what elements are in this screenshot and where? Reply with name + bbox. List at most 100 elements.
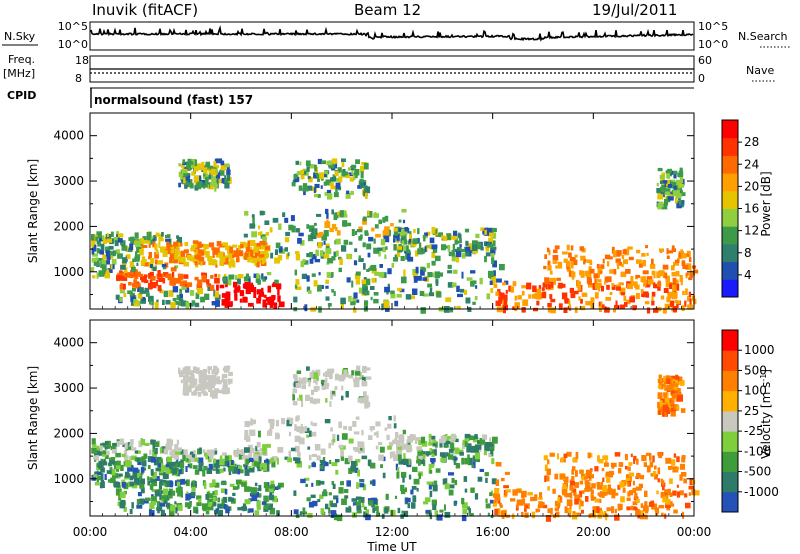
- range-gate-cell: [624, 465, 628, 470]
- range-gate-cell: [293, 509, 299, 515]
- range-gate-cell: [140, 260, 145, 266]
- range-gate-cell: [188, 384, 193, 390]
- range-gate-cell: [398, 219, 402, 223]
- range-gate-cell: [492, 260, 497, 268]
- range-gate-cell: [249, 452, 252, 458]
- range-gate-cell: [548, 250, 551, 256]
- range-gate-cell: [396, 449, 403, 453]
- range-gate-cell: [508, 285, 512, 292]
- range-gate-cell: [120, 240, 124, 245]
- range-gate-cell: [469, 458, 472, 462]
- range-gate-cell: [206, 468, 213, 474]
- range-gate-cell: [296, 426, 301, 433]
- range-gate-cell: [307, 446, 311, 450]
- range-gate-cell: [277, 288, 280, 296]
- range-gate-cell: [253, 291, 257, 298]
- range-gate-cell: [298, 232, 304, 237]
- range-gate-cell: [417, 248, 424, 255]
- range-gate-cell: [185, 288, 190, 293]
- range-gate-cell: [641, 455, 647, 462]
- range-gate-cell: [393, 238, 396, 243]
- range-gate-cell: [239, 298, 243, 303]
- range-gate-cell: [389, 452, 393, 459]
- range-gate-cell: [587, 283, 593, 288]
- range-gate-cell: [354, 371, 361, 376]
- range-gate-cell: [157, 285, 162, 292]
- range-gate-cell: [274, 249, 278, 255]
- range-gate-cell: [200, 296, 205, 302]
- range-gate-cell: [90, 267, 95, 272]
- range-gate-cell: [140, 478, 145, 485]
- range-gate-cell: [517, 488, 521, 493]
- range-gate-cell: [310, 421, 313, 426]
- range-gate-cell: [666, 506, 671, 511]
- range-gate-cell: [675, 271, 680, 277]
- range-gate-cell: [93, 455, 98, 460]
- range-gate-cell: [432, 247, 438, 253]
- range-gate-cell: [662, 264, 669, 270]
- range-gate-cell: [152, 480, 157, 487]
- range-gate-cell: [148, 256, 152, 260]
- range-gate-cell: [665, 280, 670, 288]
- range-gate-cell: [162, 278, 166, 284]
- range-gate-cell: [412, 238, 419, 245]
- range-gate-cell: [442, 235, 448, 241]
- range-gate-cell: [111, 457, 116, 462]
- range-gate-cell: [206, 282, 209, 288]
- range-gate-cell: [217, 179, 223, 184]
- range-gate-cell: [251, 257, 258, 264]
- range-gate-cell: [641, 253, 646, 257]
- range-gate-cell: [383, 229, 390, 237]
- range-gate-cell: [375, 233, 381, 238]
- range-gate-cell: [149, 502, 153, 509]
- range-gate-cell: [487, 512, 490, 517]
- range-gate-cell: [194, 302, 200, 308]
- range-gate-cell: [308, 454, 312, 461]
- range-gate-cell: [193, 450, 196, 455]
- range-gate-cell: [157, 260, 164, 265]
- range-gate-cell: [148, 243, 151, 248]
- range-gate-cell: [373, 432, 378, 436]
- range-gate-cell: [579, 246, 585, 251]
- range-gate-cell: [629, 490, 634, 496]
- range-gate-cell: [631, 506, 637, 511]
- range-gate-cell: [657, 401, 660, 409]
- range-gate-cell: [681, 305, 685, 311]
- range-gate-cell: [174, 301, 179, 305]
- range-gate-cell: [214, 185, 217, 192]
- range-gate-cell: [215, 300, 220, 307]
- range-gate-cell: [594, 466, 599, 472]
- range-gate-cell: [202, 167, 208, 174]
- range-gate-cell: [190, 451, 195, 458]
- range-gate-cell: [557, 453, 560, 460]
- colorbar-segment: [722, 491, 738, 513]
- range-gate-cell: [385, 246, 388, 250]
- range-gate-cell: [172, 286, 179, 293]
- range-gate-cell: [644, 501, 648, 508]
- range-gate-cell: [538, 496, 543, 500]
- range-gate-cell: [472, 456, 476, 462]
- range-gate-cell: [348, 438, 354, 444]
- range-gate-cell: [104, 440, 109, 445]
- range-gate-cell: [134, 457, 139, 462]
- range-gate-cell: [564, 297, 569, 303]
- range-gate-cell: [159, 479, 163, 485]
- range-gate-cell: [405, 245, 409, 252]
- range-gate-cell: [354, 230, 358, 235]
- range-gate-cell: [203, 465, 208, 471]
- range-gate-cell: [122, 443, 126, 448]
- range-gate-cell: [306, 166, 310, 172]
- range-gate-cell: [203, 369, 207, 375]
- range-gate-cell: [118, 233, 124, 238]
- range-gate-cell: [592, 506, 598, 513]
- range-gate-cell: [165, 502, 171, 508]
- range-gate-cell: [573, 290, 579, 295]
- range-gate-cell: [384, 286, 390, 293]
- range-gate-cell: [574, 498, 579, 505]
- range-gate-cell: [480, 246, 484, 251]
- range-gate-cell: [439, 452, 446, 457]
- range-gate-cell: [205, 381, 211, 388]
- range-gate-cell: [438, 438, 445, 444]
- range-gate-cell: [205, 244, 209, 250]
- range-gate-cell: [184, 242, 189, 247]
